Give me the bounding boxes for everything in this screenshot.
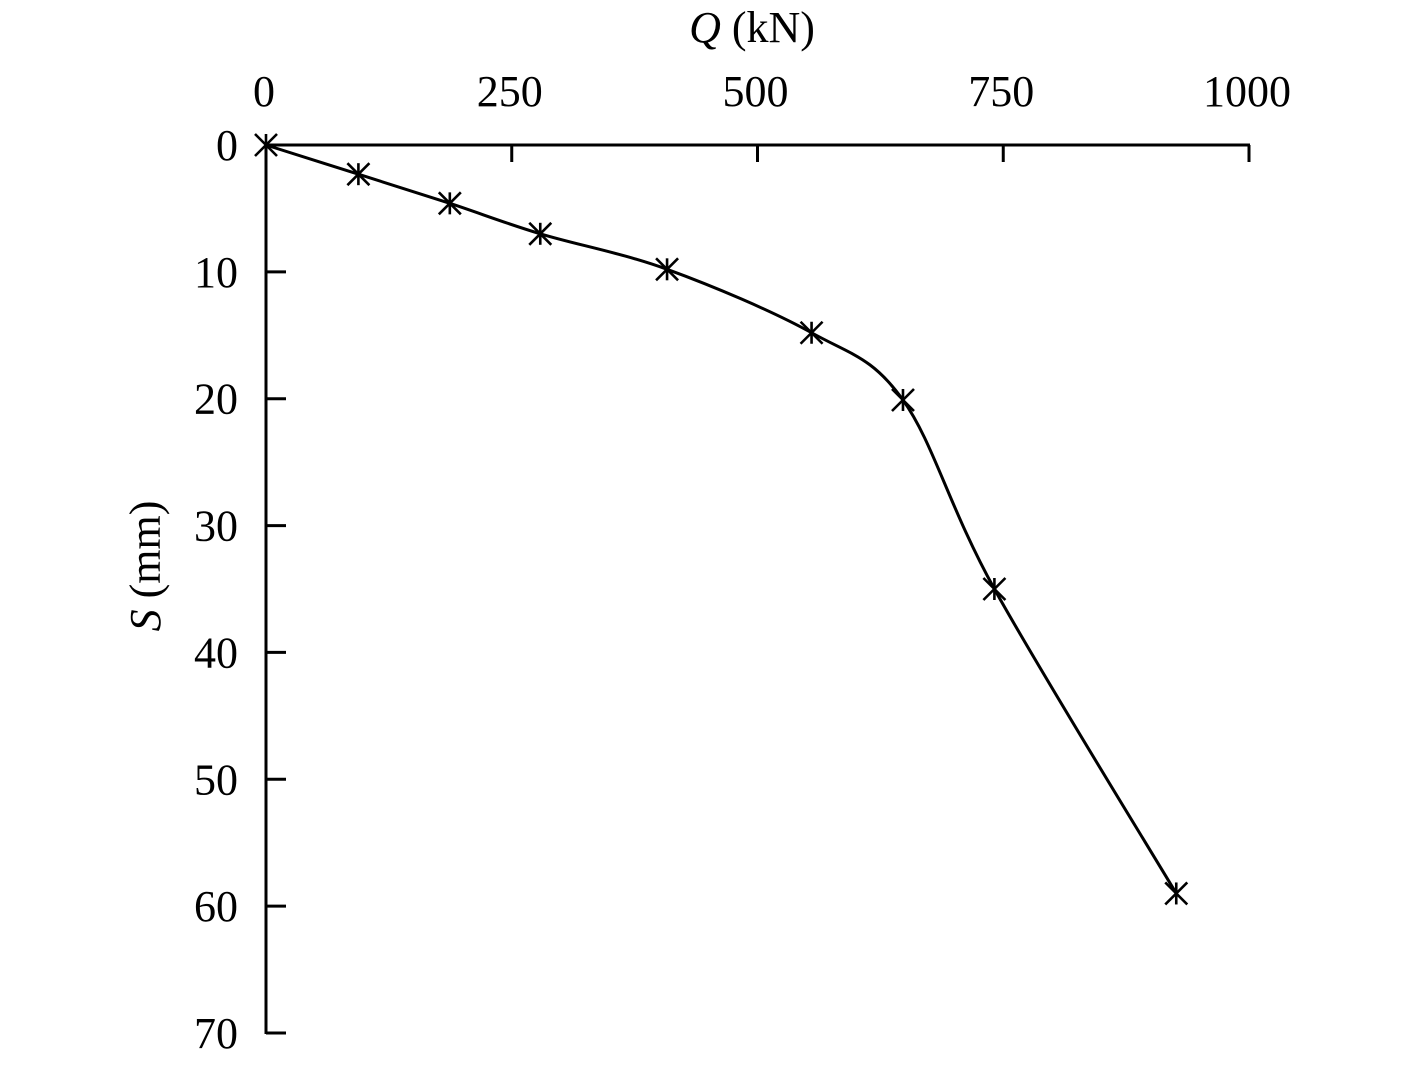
- data-point: [437, 191, 462, 216]
- y-tick-label: 10: [194, 248, 238, 297]
- series-group: [254, 133, 1189, 906]
- x-tick-label: 250: [477, 67, 543, 116]
- x-tick-label: 1000: [1203, 67, 1291, 116]
- x-axis-title: Q (kN): [689, 3, 815, 52]
- data-point: [982, 577, 1007, 601]
- x-tick-label: 0: [253, 67, 275, 116]
- y-tick-label: 50: [194, 755, 238, 804]
- y-axis-title-unit: (mm): [121, 501, 170, 610]
- data-point: [1164, 881, 1189, 906]
- y-tick-label: 20: [194, 375, 238, 424]
- y-tick-label: 60: [194, 882, 238, 931]
- x-tick-label: 500: [723, 67, 789, 116]
- data-point: [528, 221, 553, 246]
- series-line: [264, 143, 1178, 895]
- data-point: [655, 257, 679, 282]
- y-tick-label: 40: [194, 628, 238, 677]
- data-point: [799, 320, 824, 345]
- y-axis-title: S (mm): [121, 501, 170, 632]
- x-axis-title-unit: (kN): [721, 3, 815, 52]
- y-axis-title-symbol: S: [121, 609, 170, 631]
- data-point: [254, 133, 278, 157]
- y-tick-label: 70: [194, 1009, 238, 1058]
- y-tick-label: 30: [194, 502, 238, 551]
- x-axis-title-symbol: Q: [689, 3, 721, 52]
- ticks: [266, 145, 1251, 1035]
- y-tick-label: 0: [216, 121, 238, 170]
- data-point: [891, 388, 915, 412]
- data-point: [346, 162, 371, 187]
- tick-labels: 0 250 500 750 1000 0 10 20 30 40 50 60 70: [194, 67, 1291, 1058]
- axes: [264, 143, 1250, 1034]
- x-tick-label: 750: [968, 67, 1034, 116]
